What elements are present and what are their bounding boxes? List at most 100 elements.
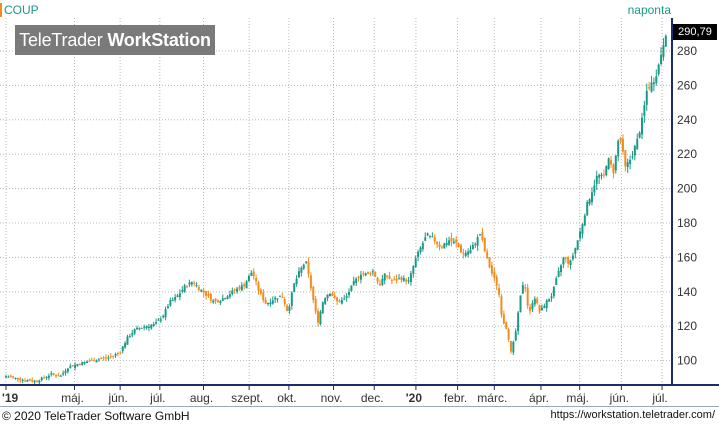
candle-body xyxy=(376,277,379,282)
candle-body xyxy=(250,272,253,276)
candle-body xyxy=(571,255,574,260)
candle-body xyxy=(352,280,355,285)
y-tick-label: 260 xyxy=(677,78,697,92)
candle-body xyxy=(197,286,200,290)
candle-body xyxy=(548,299,551,302)
candle-body xyxy=(512,341,515,353)
candle-body xyxy=(221,298,224,301)
x-tick-label: nov. xyxy=(321,391,343,405)
candle-body xyxy=(650,82,653,92)
candlestick-chart: 100 120 140 160 180 200 220 240 260 280 '19 máj. jú… xyxy=(0,18,719,405)
candle-body xyxy=(288,306,291,311)
candle-body xyxy=(176,295,179,297)
candle-body xyxy=(178,293,181,298)
candle-body xyxy=(38,380,41,383)
candle-body xyxy=(224,298,227,300)
candle-body xyxy=(136,327,139,330)
candle-body xyxy=(209,294,212,301)
candle-body xyxy=(507,328,510,340)
candle-body xyxy=(388,275,391,279)
candle-body xyxy=(267,302,270,304)
candle-body xyxy=(112,355,115,357)
candle-body xyxy=(519,295,522,313)
candle-body xyxy=(281,296,284,298)
candle-body xyxy=(166,306,169,309)
candle-body xyxy=(116,353,119,355)
candle-body xyxy=(226,296,229,299)
candle-body xyxy=(290,292,293,306)
candle-body xyxy=(45,376,48,378)
candle-body xyxy=(612,164,615,174)
candle-body xyxy=(188,282,191,285)
candle-body xyxy=(536,298,539,304)
y-tick-label: 220 xyxy=(677,147,697,161)
candle-body xyxy=(588,199,591,204)
candle-body xyxy=(381,278,384,285)
candle-body xyxy=(543,306,546,308)
candle-body xyxy=(81,362,84,366)
candle-body xyxy=(76,364,79,366)
candle-body xyxy=(164,309,167,318)
candle-body xyxy=(128,336,131,338)
candle-body xyxy=(243,284,246,287)
candle-body xyxy=(12,376,15,378)
candle-body xyxy=(314,298,317,312)
candle-body xyxy=(438,244,441,247)
candle-body xyxy=(336,297,339,302)
candle-body xyxy=(655,76,658,84)
candle-body xyxy=(371,271,374,273)
candle-body xyxy=(328,293,331,297)
gridlines xyxy=(0,18,672,385)
candle-body xyxy=(69,366,72,368)
candle-body xyxy=(545,300,548,308)
candle-body xyxy=(119,352,122,354)
candle-body xyxy=(269,302,272,305)
x-tick-label: aug. xyxy=(190,391,213,405)
x-tick-label: '19 xyxy=(2,391,19,405)
candle-body xyxy=(240,285,243,291)
candle-body xyxy=(657,64,660,75)
candle-body xyxy=(100,358,103,360)
candle-body xyxy=(405,279,408,282)
candle-body xyxy=(47,375,50,378)
period-label: naponta xyxy=(627,3,671,17)
candle-body xyxy=(593,185,596,193)
x-tick-label: okt. xyxy=(277,391,296,405)
candle-body xyxy=(421,243,424,250)
source-url[interactable]: https://workstation.teletrader.com/ xyxy=(550,409,715,421)
candle-body xyxy=(364,273,367,276)
candle-body xyxy=(488,257,491,268)
candle-body xyxy=(262,292,265,301)
candle-body xyxy=(286,305,289,311)
candle-body xyxy=(493,271,496,278)
candle-body xyxy=(236,288,239,292)
candle-body xyxy=(533,298,536,305)
candle-body xyxy=(412,266,415,274)
candle-body xyxy=(374,271,377,277)
candle-body xyxy=(526,287,529,306)
candle-series xyxy=(5,34,667,385)
candle-body xyxy=(150,325,153,329)
x-tick-label: febr. xyxy=(444,391,467,405)
candle-body xyxy=(481,232,484,240)
candle-body xyxy=(390,280,393,282)
candle-body xyxy=(605,166,608,176)
candle-body xyxy=(419,247,422,253)
x-tick-label: jún. xyxy=(107,391,127,405)
candle-body xyxy=(417,251,420,257)
candle-body xyxy=(581,224,584,234)
last-price-badge: 290,79 xyxy=(673,24,717,41)
candle-body xyxy=(557,270,560,277)
candle-body xyxy=(474,243,477,245)
candle-body xyxy=(509,341,512,352)
candle-body xyxy=(321,302,324,314)
candle-body xyxy=(200,289,203,292)
candle-body xyxy=(297,271,300,278)
candle-body xyxy=(521,285,524,294)
candle-body xyxy=(324,298,327,304)
candle-body xyxy=(114,354,117,356)
candle-body xyxy=(407,280,410,282)
candle-body xyxy=(359,274,362,280)
candle-body xyxy=(424,237,427,241)
candle-body xyxy=(33,380,36,383)
